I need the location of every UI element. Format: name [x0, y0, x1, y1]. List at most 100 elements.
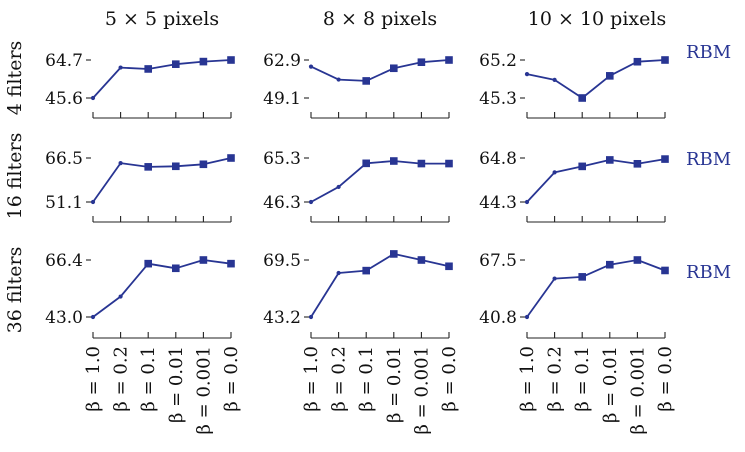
x-tick-label: β = 0.001 — [193, 346, 214, 434]
data-point-marker — [144, 259, 152, 268]
y-tick-label: 46.3 — [263, 193, 301, 213]
x-tick-label: β = 0.2 — [111, 346, 132, 412]
rbm-label-row-3: RBM — [686, 262, 731, 283]
y-tick-label: 51.1 — [45, 193, 83, 213]
column-title-5x5: 5 × 5 pixels — [105, 8, 219, 30]
x-tick-label: β = 0.1 — [138, 346, 159, 412]
data-point-marker — [172, 264, 180, 273]
data-point-marker — [606, 72, 614, 80]
data-point-marker — [661, 56, 669, 64]
panel-r2-c1: 51.1 66.5 — [45, 149, 235, 223]
series-line — [310, 59, 450, 82]
column-title-8x8: 8 × 8 pixels — [323, 8, 437, 30]
panel-r3-c3: 40.8 67.5 — [479, 251, 669, 339]
x-tick-label: β = 0.001 — [411, 346, 432, 434]
data-point-marker — [362, 266, 370, 275]
series-line — [92, 157, 232, 203]
data-point-marker — [445, 262, 453, 271]
data-point — [118, 161, 123, 166]
panel-r3-c2: 43.2 69.5 — [263, 250, 453, 339]
data-point-marker — [417, 159, 426, 168]
y-tick-label: 69.5 — [263, 251, 301, 271]
data-point-marker — [578, 273, 586, 281]
column-title-10x10: 10 × 10 pixels — [528, 8, 666, 30]
row-label-36-filters: 36 filters — [4, 247, 26, 334]
data-point-marker — [390, 64, 398, 73]
x-tick-label: β = 1.0 — [301, 346, 322, 412]
panel-r1-c3: 45.3 65.2 — [479, 51, 669, 119]
row-label-16-filters: 16 filters — [4, 133, 26, 220]
data-point-marker — [661, 266, 669, 275]
data-point — [524, 72, 530, 77]
data-point — [308, 64, 314, 69]
x-tick-label: β = 0.2 — [545, 346, 566, 412]
series-line — [526, 259, 666, 318]
y-tick-label: 66.5 — [45, 149, 83, 169]
data-point-marker — [362, 77, 370, 85]
series-line — [92, 259, 232, 318]
data-point — [336, 77, 341, 82]
data-point-marker — [227, 259, 235, 268]
y-tick-label: 49.1 — [263, 89, 301, 109]
data-point-marker — [606, 260, 614, 269]
x-tick-label: β = 0.01 — [384, 346, 405, 423]
data-point — [118, 294, 123, 299]
x-tick-label: β = 1.0 — [83, 346, 104, 412]
data-point-marker — [362, 159, 370, 168]
data-point — [524, 314, 530, 320]
y-tick-label: 62.9 — [263, 51, 301, 71]
y-tick-label: 43.2 — [263, 308, 301, 328]
x-tick-labels-group: β = 1.0 β = 0.2 β = 0.1 β = 0.01 β = 0.001 β … — [83, 346, 676, 434]
data-point-marker — [606, 156, 614, 164]
series-line — [526, 158, 666, 203]
panel-r3-c1: 43.0 66.4 — [45, 251, 235, 339]
data-point — [90, 314, 96, 320]
x-tick-label: β = 0.0 — [655, 346, 676, 412]
data-point — [308, 314, 314, 320]
x-tick-label: β = 0.0 — [221, 346, 242, 412]
y-tick-label: 67.5 — [479, 251, 517, 271]
y-tick-label: 45.3 — [479, 89, 517, 109]
series-line — [92, 59, 232, 99]
y-tick-label: 64.8 — [479, 149, 517, 169]
data-point-marker — [172, 60, 180, 68]
rbm-label-row-1: RBM — [686, 42, 731, 63]
data-point-marker — [633, 57, 642, 66]
data-point-marker — [227, 154, 235, 162]
panel-r1-c2: 49.1 62.9 — [263, 51, 453, 119]
data-point-marker — [199, 160, 208, 169]
data-point — [552, 276, 557, 281]
data-point — [524, 199, 530, 205]
data-point-marker — [417, 58, 426, 67]
data-point-marker — [578, 94, 586, 102]
data-point-marker — [633, 256, 642, 264]
data-point-marker — [144, 65, 152, 73]
y-tick-label: 44.3 — [479, 193, 517, 213]
y-tick-label: 66.4 — [45, 251, 83, 271]
y-tick-label: 65.2 — [479, 51, 517, 71]
data-point-marker — [445, 159, 453, 168]
row-label-4-filters: 4 filters — [4, 41, 26, 116]
data-point — [552, 170, 557, 175]
data-point-marker — [390, 250, 398, 258]
data-point-marker — [227, 56, 235, 64]
x-tick-label: β = 0.01 — [166, 346, 187, 423]
data-point — [308, 199, 314, 205]
x-tick-label: β = 0.1 — [356, 346, 377, 412]
x-tick-label: β = 0.001 — [627, 346, 648, 434]
data-point-marker — [199, 57, 208, 66]
x-tick-label: β = 1.0 — [517, 346, 538, 412]
data-point — [90, 95, 96, 101]
data-point-marker — [578, 162, 586, 171]
data-point-marker — [172, 162, 180, 171]
data-point — [118, 65, 123, 70]
x-tick-label: β = 0.01 — [600, 346, 621, 423]
series-line — [310, 252, 450, 318]
data-point-marker — [661, 155, 669, 163]
panels-group: 45.6 64.7 49.1 62.9 45.3 65.2 51.1 66.5 46.3 65.3… — [45, 51, 669, 339]
data-point-marker — [633, 159, 642, 168]
data-point — [552, 77, 557, 82]
panel-r2-c2: 46.3 65.3 — [263, 149, 453, 223]
panel-r2-c3: 44.3 64.8 — [479, 149, 669, 223]
